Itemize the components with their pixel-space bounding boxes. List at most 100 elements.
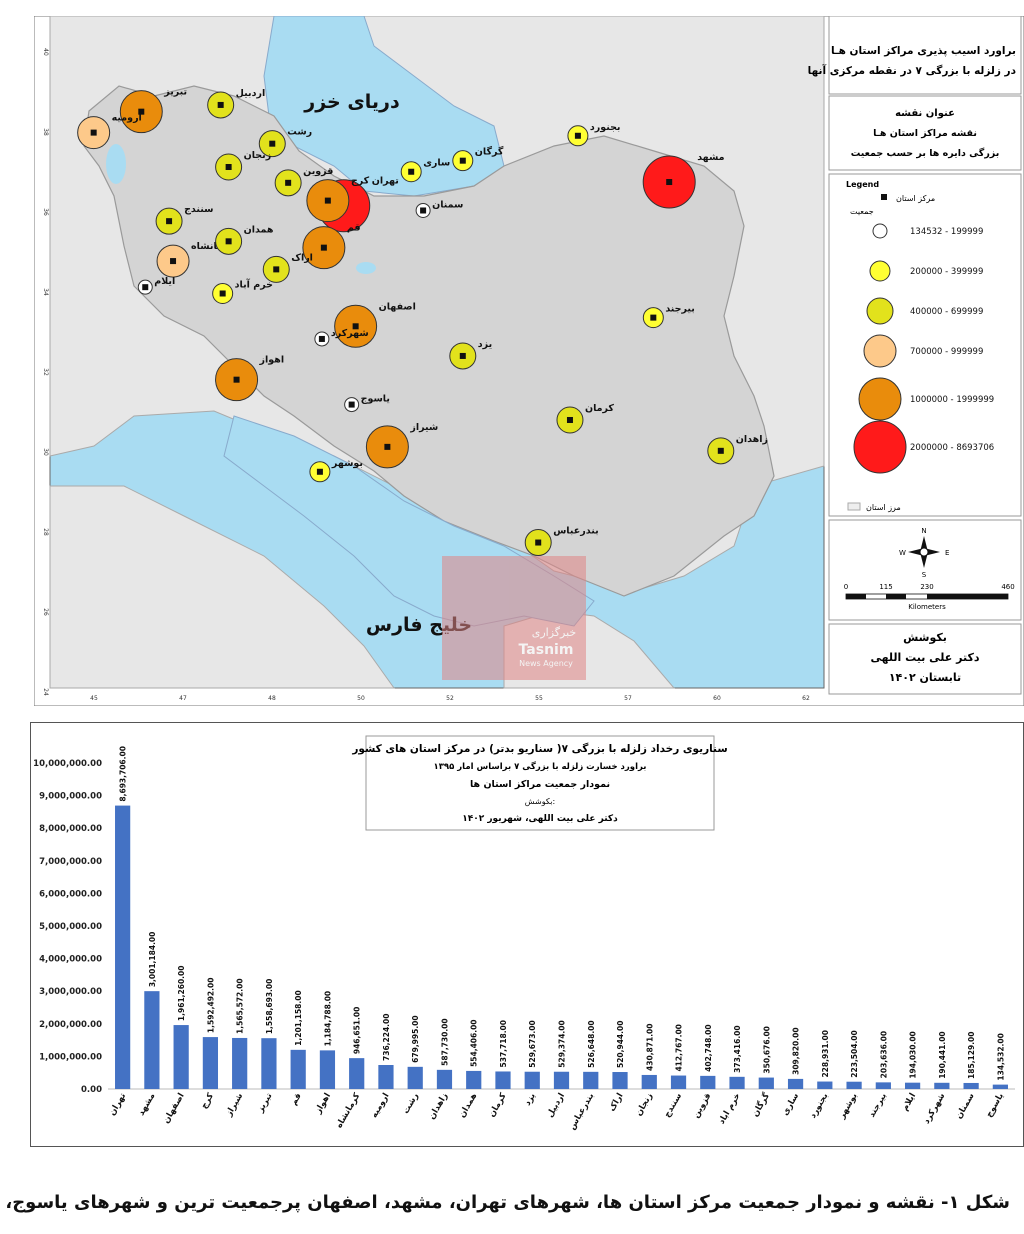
lon-tick-label: 60: [713, 695, 721, 702]
city-center-square: [535, 539, 542, 546]
city-marker: ایلام: [137, 276, 175, 295]
bar-value-label: 1,184,788.00: [323, 991, 332, 1047]
city-center-square: [225, 164, 232, 171]
bar: [524, 1071, 540, 1089]
city-center-square: [650, 314, 657, 321]
bar: [670, 1075, 687, 1089]
city-center-square: [225, 238, 232, 245]
city-label: ایلام: [154, 276, 175, 287]
legend-title-line1: براورد اسیب پذیری مراکز استان هـا: [831, 45, 1016, 57]
city-label: بندرعباس: [553, 526, 598, 537]
bar-value-label: 223,504.00: [850, 1030, 859, 1077]
bar: [700, 1075, 716, 1089]
city-center-square: [170, 258, 177, 265]
bar-value-label: 1,565,572.00: [236, 978, 245, 1034]
city-marker: سمنان: [415, 199, 463, 218]
y-tick-label: 3,000,000.00: [39, 987, 102, 997]
lon-tick-label: 50: [357, 695, 365, 702]
city-label: شهرکرد: [331, 328, 369, 339]
city-center-square: [574, 132, 581, 139]
city-label: مشهد: [697, 152, 724, 163]
city-center-square: [324, 197, 331, 204]
city-markers: تهران مشهد اصفهان کرج شیراز تبریز قم اهواز کرمان…: [77, 87, 768, 557]
legend-boundary-label: مرز استان: [866, 503, 901, 512]
city-center-square: [219, 290, 226, 297]
city-marker: شیراز: [365, 422, 438, 469]
y-tick-label: 6,000,000.00: [39, 889, 102, 899]
legend-class-circle: [863, 334, 897, 368]
city-marker: اهواز: [215, 355, 285, 402]
city-marker: مشهد: [642, 152, 725, 209]
legend-class-range: 400000 - 699999: [910, 307, 983, 317]
bar-value-label: 526,648.00: [587, 1020, 596, 1067]
bar: [846, 1081, 862, 1089]
legend-class-range: 134532 - 199999: [910, 227, 983, 237]
city-marker: قزوین: [274, 166, 333, 197]
lat-tick-label: 36: [42, 208, 49, 216]
bar: [144, 991, 160, 1089]
city-marker: سنندج: [155, 204, 214, 235]
city-center-square: [459, 352, 466, 359]
bar: [758, 1077, 774, 1089]
y-tick-label: 9,000,000.00: [39, 792, 102, 802]
credit-author: دکتر علی بیت اللهی: [870, 651, 979, 664]
legend-class-circle: [866, 297, 894, 325]
bar-value-label: 350,676.00: [762, 1026, 771, 1073]
city-label: گرگان: [475, 146, 504, 158]
bar-value-label: 1,558,693.00: [265, 979, 274, 1035]
bar-value-label: 190,441.00: [938, 1031, 947, 1078]
bar-value-label: 679,995.00: [411, 1015, 420, 1062]
bar-value-label: 529,374.00: [558, 1020, 567, 1067]
city-label: اهواز: [259, 355, 285, 366]
city-marker: زاهدان: [707, 434, 768, 465]
city-marker: گرگان: [452, 146, 504, 172]
iran-map-figure: 45 47 48 50 52 55 57 60 62 40 38 36 34 32 30 28 26 24 در…: [34, 16, 1024, 706]
city-label: کرمان: [585, 403, 614, 414]
legend-classes: 134532 - 199999 200000 - 399999 400000 - 6…: [853, 223, 994, 474]
bar: [232, 1037, 248, 1089]
city-label: سنندج: [184, 204, 213, 215]
city-label: همدان: [244, 224, 274, 235]
y-axis: 0.00 1,000,000.00 2,000,000.00 3,000,000.00…: [33, 759, 102, 1095]
bar-value-label: 402,748.00: [704, 1024, 713, 1071]
bar-value-label: 1,201,158.00: [294, 990, 303, 1046]
city-center-square: [666, 179, 673, 186]
bar-value-label: 554,406.00: [470, 1019, 479, 1066]
bar: [904, 1082, 921, 1089]
chart-credit-author: دکتر علی بیت اللهی، شهریور ۱۴۰۲: [462, 814, 618, 824]
bar: [290, 1049, 306, 1089]
scale-tick-2: 230: [920, 583, 933, 591]
lon-tick-label: 55: [535, 695, 543, 702]
city-center-square: [318, 335, 325, 342]
bar-value-label: 1,961,260.00: [177, 966, 186, 1022]
bar: [641, 1074, 657, 1089]
legend-class-range: 2000000 - 8693706: [910, 443, 994, 453]
bar: [992, 1084, 1008, 1089]
lat-tick-label: 24: [42, 688, 49, 696]
city-marker: کرج: [306, 176, 370, 223]
city-center-square: [408, 168, 415, 175]
city-center-square: [269, 140, 276, 147]
compass-s: S: [922, 571, 927, 579]
city-center-square: [348, 401, 355, 408]
city-label: قزوین: [303, 166, 333, 177]
city-label: قم: [347, 223, 361, 234]
legend-class-range: 700000 - 999999: [910, 347, 983, 357]
bar-value-label: 8,693,706.00: [119, 746, 128, 802]
bar-value-label: 430,871.00: [645, 1024, 654, 1071]
bar-value-label: 537,718.00: [499, 1020, 508, 1067]
bar: [378, 1064, 394, 1089]
city-center-square: [352, 323, 359, 330]
legend-class-circle: [872, 223, 888, 239]
legend-boundary-swatch: [847, 502, 861, 511]
city-center-square: [142, 284, 149, 291]
bar: [934, 1082, 950, 1089]
city-marker: ارومیه: [77, 113, 142, 150]
lon-tick-label: 62: [802, 695, 810, 702]
bar: [787, 1078, 804, 1089]
city-marker: کرمانشاه: [156, 241, 235, 278]
city-center-square: [384, 443, 391, 450]
legend-title-line2: در زلزله با بزرگی ۷ در نقطه مرکزی آنها: [808, 64, 1017, 77]
bar: [729, 1076, 745, 1089]
bar: [173, 1025, 189, 1089]
